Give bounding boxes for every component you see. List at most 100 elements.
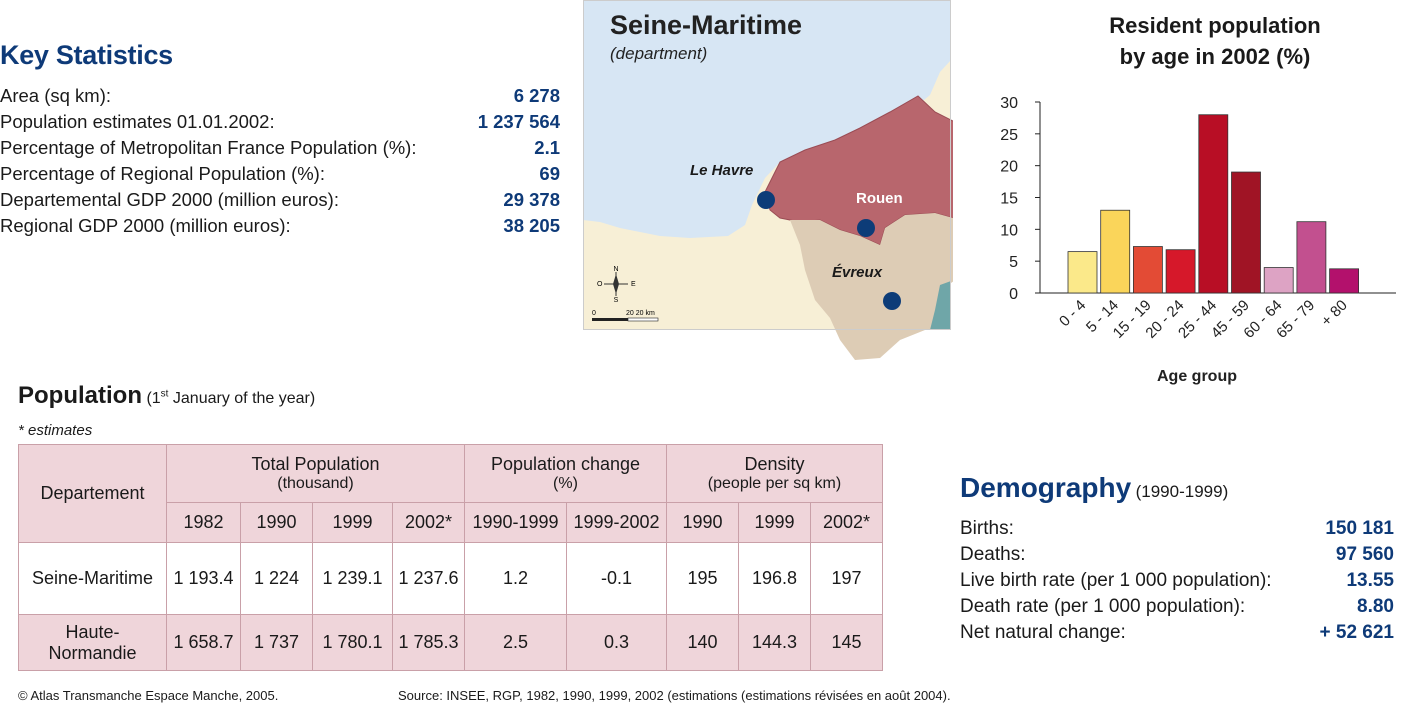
demography-panel: Births: 150 181 Deaths: 97 560 Live birth … — [960, 516, 1394, 646]
estimates-note: * estimates — [18, 422, 93, 439]
bar — [1165, 249, 1196, 294]
x-tick-label: + 80 — [1318, 297, 1351, 330]
map-title: Seine-Maritime — [610, 10, 803, 40]
city-label-evreux: Évreux — [832, 264, 883, 281]
table-cell: -0.1 — [566, 542, 667, 615]
population-title: Population (1st January of the year) — [18, 382, 315, 410]
stat-label: Death rate (per 1 000 population): — [960, 596, 1246, 617]
header-year: 1982 — [166, 502, 241, 543]
y-tick-label: 25 — [1000, 127, 1018, 144]
stat-value: 150 181 — [1325, 518, 1394, 539]
bar — [1329, 268, 1360, 294]
table-cell: 196.8 — [738, 542, 811, 615]
stat-row: Percentage of Metropolitan France Popula… — [0, 135, 560, 161]
header-year: 2002* — [392, 502, 465, 543]
source-note: Source: INSEE, RGP, 1982, 1990, 1999, 20… — [398, 688, 951, 703]
population-subtitle: (1st January of the year) — [146, 388, 316, 407]
table-cell: 2.5 — [464, 614, 567, 671]
city-marker-le-havre — [757, 191, 775, 209]
table-cell: 1 237.6 — [392, 542, 465, 615]
table-row: Haute- Normandie 1 658.7 1 737 1 780.1 1 … — [18, 614, 883, 671]
table-cell: 1 737 — [240, 614, 313, 671]
table-row: Seine-Maritime 1 193.4 1 224 1 239.1 1 2… — [18, 542, 883, 615]
stat-label: Population estimates 01.01.2002: — [0, 111, 275, 132]
stat-row: Deaths: 97 560 — [960, 542, 1394, 568]
stat-label: Deaths: — [960, 544, 1026, 565]
bar — [1231, 171, 1261, 294]
header-year: 2002* — [810, 502, 883, 543]
y-tick-label: 10 — [1000, 222, 1018, 239]
stat-row: Net natural change: + 52 621 — [960, 620, 1394, 646]
table-cell: 197 — [810, 542, 883, 615]
compass-s: S — [614, 297, 619, 304]
chart-title-line-1: Resident population — [1109, 13, 1321, 38]
bar — [1296, 221, 1327, 294]
map-sea — [583, 0, 951, 238]
population-table: Departement Total Population (thousand) P… — [18, 444, 883, 671]
bar — [1067, 251, 1098, 294]
stat-row: Departemental GDP 2000 (million euros): 2… — [0, 187, 560, 213]
chart-title: Resident population by age in 2002 (%) — [1075, 10, 1355, 72]
table-cell: 1 785.3 — [392, 614, 465, 671]
row-name: Haute- Normandie — [18, 614, 167, 671]
bar — [1198, 114, 1229, 294]
compass-icon: N S E O — [597, 266, 636, 304]
header-year: 1999 — [738, 502, 811, 543]
stat-label: Departemental GDP 2000 (million euros): — [0, 189, 339, 210]
header-period: 1990-1999 — [464, 502, 567, 543]
y-tick-label: 30 — [1000, 95, 1018, 112]
stat-label: Net natural change: — [960, 622, 1126, 643]
table-cell: 1 239.1 — [312, 542, 393, 615]
eure-region — [790, 213, 953, 360]
bar — [1132, 246, 1163, 294]
stat-label: Percentage of Metropolitan France Popula… — [0, 137, 417, 158]
stat-row: Live birth rate (per 1 000 population): 1… — [960, 568, 1394, 594]
table-cell: 1 780.1 — [312, 614, 393, 671]
table-cell: 1 658.7 — [166, 614, 241, 671]
stat-label: Percentage of Regional Population (%): — [0, 163, 325, 184]
department-map: N S E O 0 20 20 km — [583, 0, 953, 360]
header-population-change: Population change (%) — [464, 444, 667, 503]
compass-o: O — [597, 281, 603, 288]
header-year: 1990 — [240, 502, 313, 543]
table-cell: 1 193.4 — [166, 542, 241, 615]
stat-value: 6 278 — [513, 85, 560, 106]
header-year: 1999 — [312, 502, 393, 543]
compass-n: N — [613, 266, 618, 273]
table-cell: 1 224 — [240, 542, 313, 615]
stat-value: 2.1 — [534, 137, 560, 158]
demography-title: Demography (1990-1999) — [960, 472, 1228, 504]
stat-row: Births: 150 181 — [960, 516, 1394, 542]
stat-value: 38 205 — [503, 215, 560, 236]
stat-label: Area (sq km): — [0, 85, 112, 106]
stat-row: Regional GDP 2000 (million euros): 38 205 — [0, 213, 560, 239]
stat-label: Live birth rate (per 1 000 population): — [960, 570, 1272, 591]
scale-bar: 0 20 20 km — [592, 310, 659, 322]
stat-row: Population estimates 01.01.2002: 1 237 56… — [0, 109, 560, 135]
scale-label: 20 20 km — [626, 310, 655, 317]
demography-period: (1990-1999) — [1135, 482, 1229, 501]
compass-e: E — [631, 281, 636, 288]
copyright-notice: © Atlas Transmanche Espace Manche, 2005. — [18, 688, 279, 703]
stat-value: 8.80 — [1357, 596, 1394, 617]
y-tick-label: 20 — [1000, 159, 1018, 176]
row-name: Seine-Maritime — [18, 542, 167, 615]
city-label-rouen: Rouen — [856, 190, 903, 207]
stat-label: Regional GDP 2000 (million euros): — [0, 215, 291, 236]
header-total-population: Total Population (thousand) — [166, 444, 465, 503]
stat-value: 1 237 564 — [477, 111, 560, 132]
y-tick-label: 0 — [1009, 286, 1018, 303]
key-statistics-panel: Key Statistics Area (sq km): 6 278 Popula… — [0, 40, 560, 239]
stat-row: Death rate (per 1 000 population): 8.80 — [960, 594, 1394, 620]
header-density: Density (people per sq km) — [666, 444, 883, 503]
stat-value: 97 560 — [1335, 544, 1394, 565]
scale-zero: 0 — [592, 310, 596, 317]
map-subtitle: (department) — [610, 44, 708, 63]
y-tick-label: 15 — [1000, 191, 1018, 208]
map-frame — [583, 0, 951, 330]
header-departement: Departement — [18, 444, 167, 543]
stat-value: 29 378 — [503, 189, 560, 210]
city-label-le-havre: Le Havre — [690, 162, 754, 179]
table-cell: 1.2 — [464, 542, 567, 615]
